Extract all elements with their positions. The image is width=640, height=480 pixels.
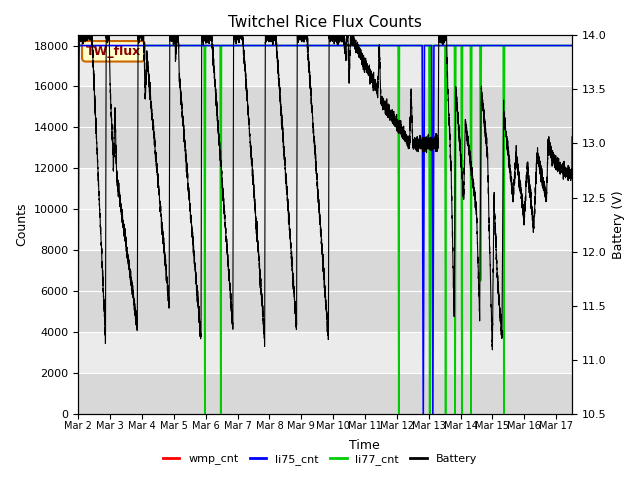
Bar	[79, 168, 572, 250]
Bar	[79, 250, 572, 332]
Legend: wmp_cnt, li75_cnt, li77_cnt, Battery: wmp_cnt, li75_cnt, li77_cnt, Battery	[158, 450, 482, 469]
Text: Time: Time	[349, 439, 380, 452]
Bar	[79, 373, 572, 414]
Bar	[79, 332, 572, 373]
Y-axis label: Battery (V): Battery (V)	[612, 190, 625, 259]
Y-axis label: Counts: Counts	[15, 203, 28, 246]
Title: Twitchel Rice Flux Counts: Twitchel Rice Flux Counts	[228, 15, 422, 30]
Text: TW_flux: TW_flux	[86, 45, 141, 58]
Bar	[79, 36, 572, 86]
Bar	[79, 86, 572, 168]
